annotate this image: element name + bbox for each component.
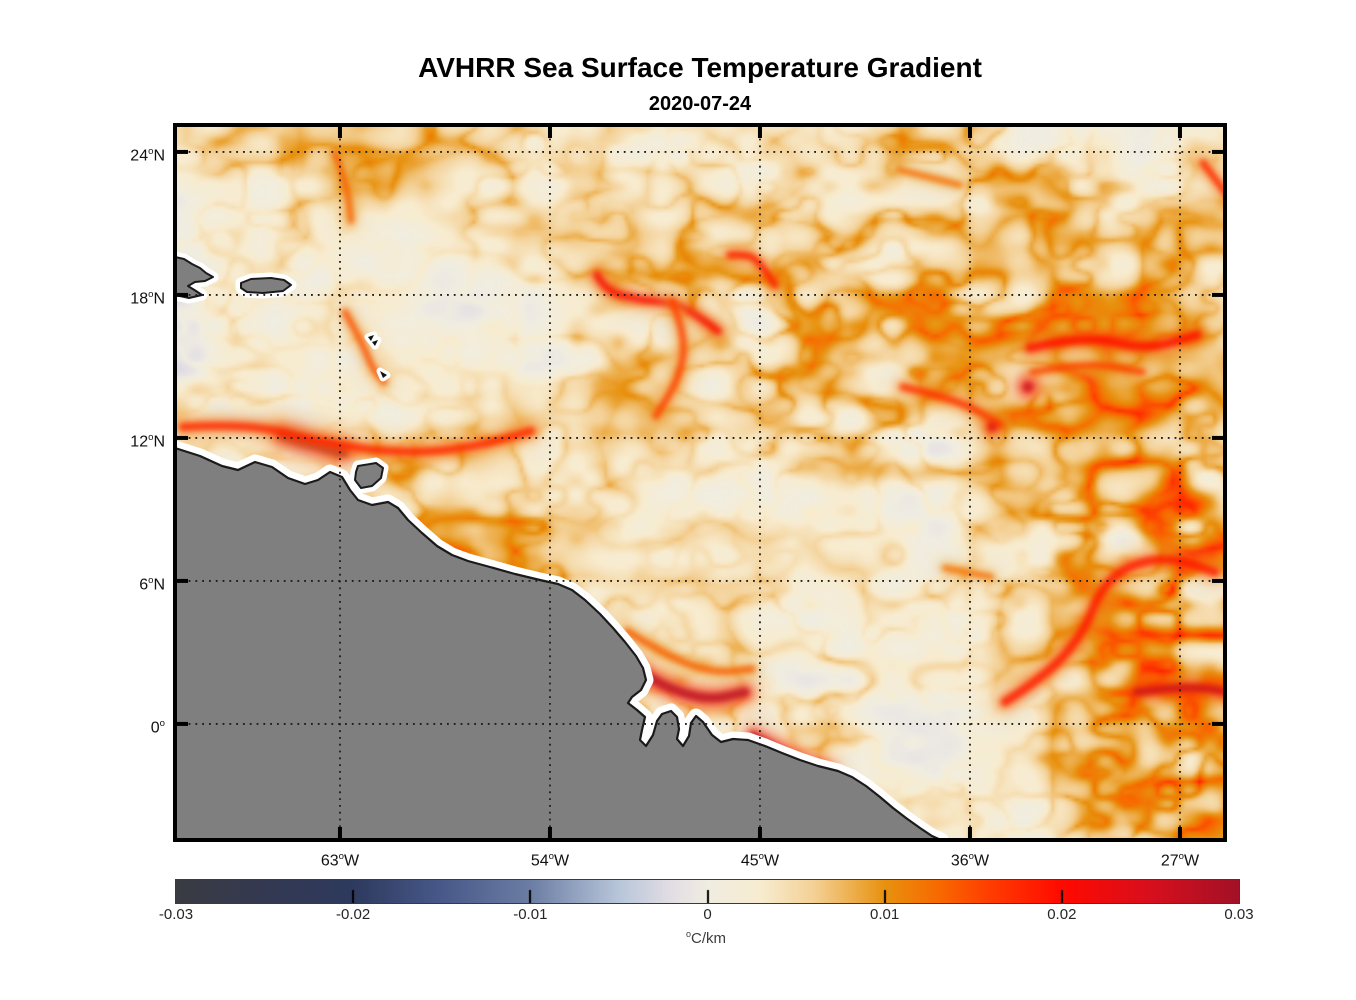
x-tick-label-36W: 36oW (950, 851, 990, 870)
x-tick-label-27W: 27oW (1160, 851, 1200, 870)
colorbar-tick-label-0.02: 0.02 (1047, 906, 1077, 923)
graticule (175, 125, 1225, 840)
colorbar-tick-label-0: 0 (703, 906, 712, 923)
colorbar-unit-label: oC/km (685, 929, 726, 947)
y-tick-label-12N: 12oN (130, 431, 165, 451)
island-hispaniola-tip (175, 256, 214, 299)
x-tick-label-63W: 63oW (320, 851, 360, 870)
y-tick-label-18N: 18oN (130, 288, 165, 308)
colorbar (175, 879, 1240, 904)
colorbar-gradient (175, 879, 1240, 904)
map-overlay (173, 123, 1227, 842)
x-tick-label-45W: 45oW (740, 851, 780, 870)
degree-symbol: o (685, 929, 691, 939)
islet-guadeloupe-s (372, 340, 378, 346)
colorbar-tick-label--0.02: -0.02 (336, 906, 371, 923)
colorbar-tick-label--0.01: -0.01 (513, 906, 548, 923)
island-puerto-rico (240, 277, 292, 294)
y-tick-label-24N: 24oN (130, 145, 165, 165)
colorbar-tick-label-0.03: 0.03 (1224, 906, 1254, 923)
colorbar-tick-label-0.01: 0.01 (870, 906, 900, 923)
coastline (175, 446, 942, 840)
chart-title: AVHRR Sea Surface Temperature Gradient (418, 52, 982, 83)
island-trinidad (354, 462, 384, 489)
y-tick-label-6N: 6oN (139, 574, 165, 594)
axes-box (173, 123, 1227, 842)
map-plot (173, 123, 1227, 842)
y-tick-label-0: 0o (150, 717, 165, 737)
axes-frame (173, 123, 1227, 842)
land-layer (175, 251, 949, 840)
x-tick-label-54W: 54oW (530, 851, 570, 870)
mainland-south-america (175, 448, 941, 840)
islet-guadeloupe-n (368, 335, 374, 341)
colorbar-tick-label--0.03: -0.03 (158, 906, 194, 923)
islet-martinique (380, 371, 387, 378)
chart-subtitle: 2020-07-24 (648, 93, 752, 115)
